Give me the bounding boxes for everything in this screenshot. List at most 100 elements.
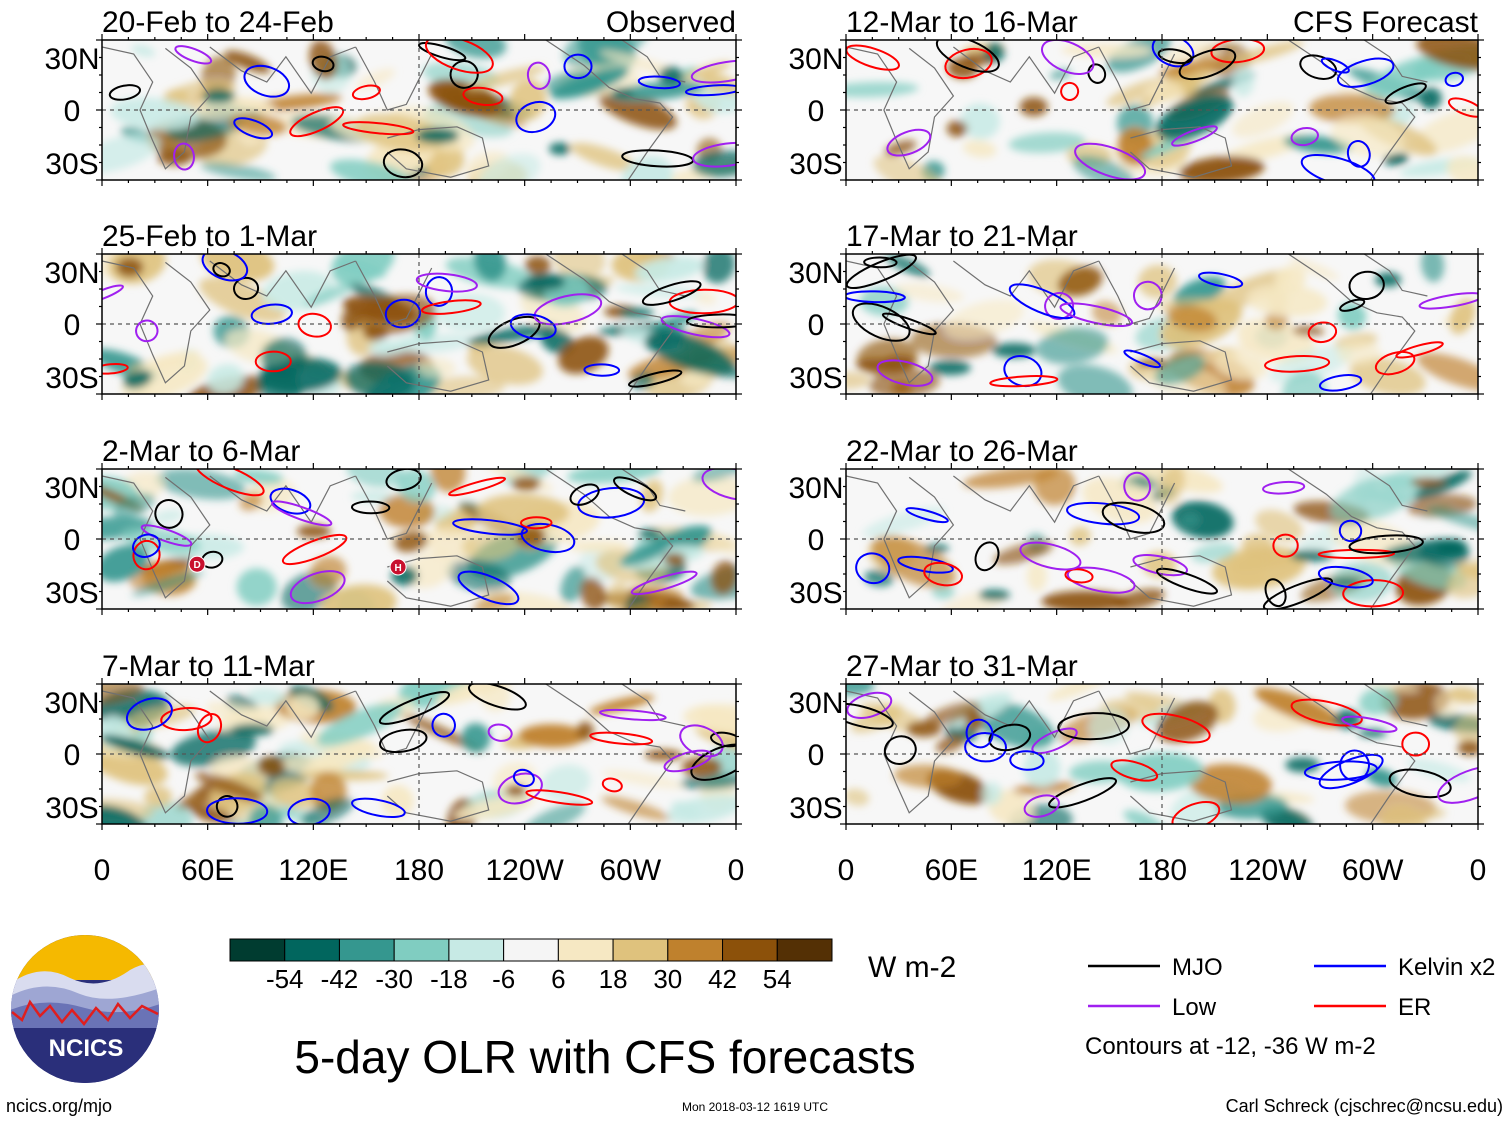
panel-period-label: 25-Feb to 1-Mar	[102, 220, 317, 253]
y-tick-label: 30S	[45, 792, 98, 825]
axis-ticks	[96, 678, 742, 830]
y-tick-label: 30N	[788, 257, 843, 290]
x-tick-label: 120W	[1228, 854, 1307, 887]
colorbar-swatch	[393, 938, 450, 962]
wave-contours	[846, 691, 1478, 824]
panel-period-label: 2-Mar to 6-Mar	[102, 435, 300, 468]
colorbar-label: -30	[375, 964, 413, 994]
coastlines	[846, 40, 1428, 180]
colorbar-label: -18	[430, 964, 468, 994]
wave-contours	[846, 254, 1478, 392]
colorbar-units: W m-2	[868, 951, 956, 984]
x-tick-label: 60E	[925, 854, 978, 887]
axis-ticks	[96, 248, 742, 400]
coastlines	[102, 40, 686, 180]
wave-contours	[102, 254, 736, 388]
logo-text: NCICS	[49, 1035, 124, 1062]
x-tick-label: 120E	[1022, 854, 1092, 887]
y-tick-label: 30S	[45, 577, 98, 610]
y-tick-label: 30S	[789, 577, 842, 610]
x-tick-label: 60W	[1342, 854, 1404, 887]
panel-period-label: 17-Mar to 21-Mar	[846, 220, 1078, 253]
wave-contours	[132, 469, 736, 606]
colorbar-label: 54	[763, 964, 792, 994]
legend-item: Kelvin x2	[1314, 954, 1495, 981]
x-tick-label: 120E	[278, 854, 348, 887]
coastlines	[102, 254, 686, 394]
colorbar-label: 30	[653, 964, 682, 994]
marker-d: D	[188, 555, 206, 573]
x-tick-label: 60E	[181, 854, 234, 887]
x-tick-label: 0	[728, 854, 745, 887]
olr-anomaly-field	[102, 254, 736, 394]
panel-period-label: 12-Mar to 16-Mar	[846, 6, 1078, 39]
legend-item: Low	[1088, 994, 1217, 1021]
colorbar-swatch	[338, 938, 395, 962]
legend-label: Low	[1172, 994, 1217, 1021]
x-tick-label: 180	[394, 854, 444, 887]
marker-label: D	[193, 560, 200, 571]
legend-label: ER	[1398, 994, 1431, 1021]
column-header: Observed	[606, 6, 736, 39]
colorbar-swatch	[776, 938, 833, 962]
x-tick-label: 120W	[485, 854, 564, 887]
y-tick-label: 30N	[788, 687, 843, 720]
marker-label: H	[394, 563, 401, 574]
panel-period-label: 20-Feb to 24-Feb	[102, 6, 334, 39]
y-tick-label: 30S	[789, 362, 842, 395]
colorbar-swatch	[448, 938, 505, 962]
axis-ticks	[840, 34, 1484, 186]
olr-anomaly-field	[102, 40, 736, 180]
y-tick-label: 30S	[45, 148, 98, 181]
ncics-logo: NCICS	[11, 935, 159, 1083]
y-tick-label: 30N	[44, 687, 99, 720]
y-tick-label: 30N	[44, 257, 99, 290]
panel-period-label: 7-Mar to 11-Mar	[102, 650, 315, 683]
legend-item: MJO	[1088, 954, 1223, 981]
colorbar-label: -6	[492, 964, 515, 994]
y-tick-label: 0	[808, 739, 825, 772]
x-tick-label: 60W	[599, 854, 661, 887]
y-tick-label: 0	[64, 524, 81, 557]
footer-credit: Carl Schreck (cjschrec@ncsu.edu)	[1226, 1096, 1503, 1116]
coastlines	[846, 684, 1428, 824]
marker-h: H	[389, 558, 407, 576]
x-tick-label: 0	[838, 854, 855, 887]
olr-anomaly-field	[846, 40, 1478, 180]
colorbar-swatch	[667, 938, 724, 962]
wave-contours	[855, 471, 1424, 609]
x-tick-label: 0	[94, 854, 111, 887]
axis-ticks	[840, 463, 1484, 615]
colorbar-swatch	[229, 938, 286, 962]
olr-anomaly-field	[102, 684, 736, 824]
x-tick-label: 180	[1137, 854, 1187, 887]
colorbar-label: -42	[321, 964, 359, 994]
axis-ticks	[96, 34, 742, 186]
y-tick-label: 30S	[789, 148, 842, 181]
map-panel: 12-Mar to 16-Mar CFS Forecast 30N 0 30S	[788, 6, 1484, 186]
olr-anomaly-field	[102, 469, 736, 609]
footer-url[interactable]: ncics.org/mjo	[6, 1096, 112, 1116]
coastlines	[102, 684, 686, 824]
axis-ticks	[96, 463, 742, 615]
legend-label: MJO	[1172, 954, 1223, 981]
column-header: CFS Forecast	[1293, 6, 1479, 39]
x-axis-labels: 0 60E 120E 180 120W 60W 0 0 60E 120E 180 120W 60W 0	[94, 854, 1487, 887]
y-tick-label: 30S	[789, 792, 842, 825]
coastlines	[846, 469, 1428, 609]
y-tick-label: 0	[64, 95, 81, 128]
colorbar: -54 -42 -30 -18 -6 6 18 30 42 54	[229, 938, 833, 994]
y-tick-label: 0	[64, 739, 81, 772]
map-panels: 20-Feb to 24-Feb Observed 30N 0 30S 25-Feb to…	[44, 6, 1484, 830]
axis-ticks	[840, 678, 1484, 830]
wave-contours	[846, 40, 1478, 180]
map-panel: 20-Feb to 24-Feb Observed 30N 0 30S	[44, 6, 742, 186]
colorbar-label: -54	[266, 964, 304, 994]
y-tick-label: 0	[808, 95, 825, 128]
